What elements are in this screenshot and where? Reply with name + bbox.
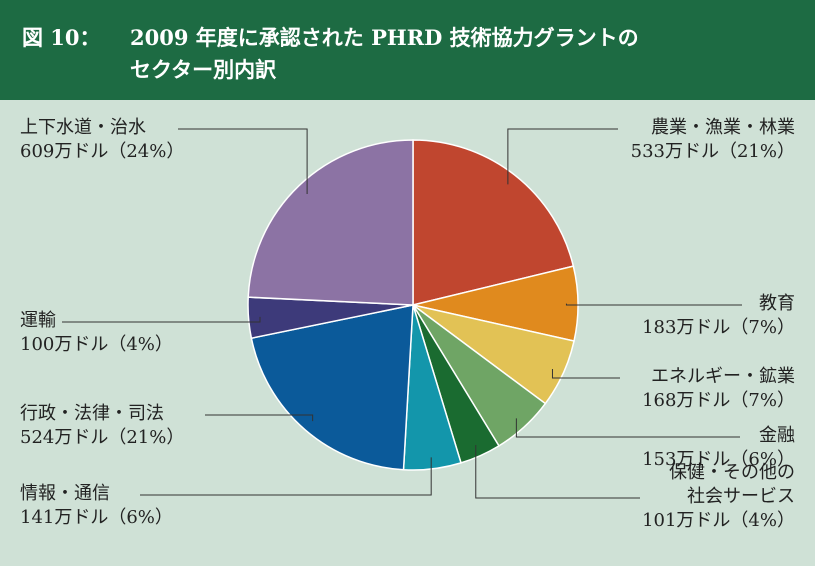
category-label: エネルギー・鉱業 (651, 366, 795, 387)
slice-label: 行政・法律・司法 524万ドル（21%） (20, 402, 184, 450)
value-label: 609万ドル（24%） (20, 141, 185, 162)
figure-label: 図 10： (22, 25, 101, 50)
header (0, 0, 815, 100)
slice-label: 教育 183万ドル（7%） (642, 292, 795, 340)
chart-title: 2009 年度に承認された PHRD 技術協力グラントの セクター別内訳 (130, 25, 639, 82)
pie-slice (247, 139, 414, 306)
leader-line (475, 445, 640, 499)
leader-line (205, 414, 314, 422)
slice-label: 金融 153万ドル（6%） (642, 424, 795, 472)
value-label: 141万ドル（6%） (20, 507, 173, 528)
slice-label: 情報・通信 141万ドル（6%） (20, 482, 173, 530)
slice-label: エネルギー・鉱業 168万ドル（7%） (642, 365, 795, 413)
slice-label: 農業・漁業・林業 533万ドル（21%） (631, 116, 795, 164)
pie-slice (250, 304, 414, 471)
category-label: 運輸 (20, 310, 56, 331)
category-label: 情報・通信 (20, 483, 110, 504)
value-label: 153万ドル（6%） (642, 449, 795, 470)
value-label: 168万ドル（7%） (642, 390, 795, 411)
category-label: 行政・法律・司法 (20, 403, 164, 424)
leader-line (515, 418, 740, 438)
value-label: 183万ドル（7%） (642, 317, 795, 338)
category-label: 金融 (759, 425, 795, 446)
category-label: 上下水道・治水 (20, 117, 146, 138)
slice-label: 上下水道・治水 609万ドル（24%） (20, 116, 184, 164)
leader-line (565, 303, 742, 306)
slice-label: 保健・その他の 社会サービス 101万ドル（4%） (642, 461, 795, 533)
leader-line (507, 128, 618, 185)
category-label: 保健・その他の 社会サービス (669, 462, 795, 507)
value-label: 100万ドル（4%） (20, 334, 173, 355)
category-label: 教育 (759, 293, 795, 314)
value-label: 524万ドル（21%） (20, 427, 185, 448)
leader-line (551, 368, 620, 379)
value-label: 533万ドル（21%） (630, 141, 795, 162)
leader-line (178, 128, 308, 194)
leader-line (140, 457, 432, 496)
pie-slice (412, 139, 575, 306)
leader-line (62, 316, 261, 323)
category-label: 農業・漁業・林業 (651, 117, 795, 138)
value-label: 101万ドル（4%） (642, 510, 795, 531)
slice-label: 運輸 100万ドル（4%） (20, 309, 173, 357)
